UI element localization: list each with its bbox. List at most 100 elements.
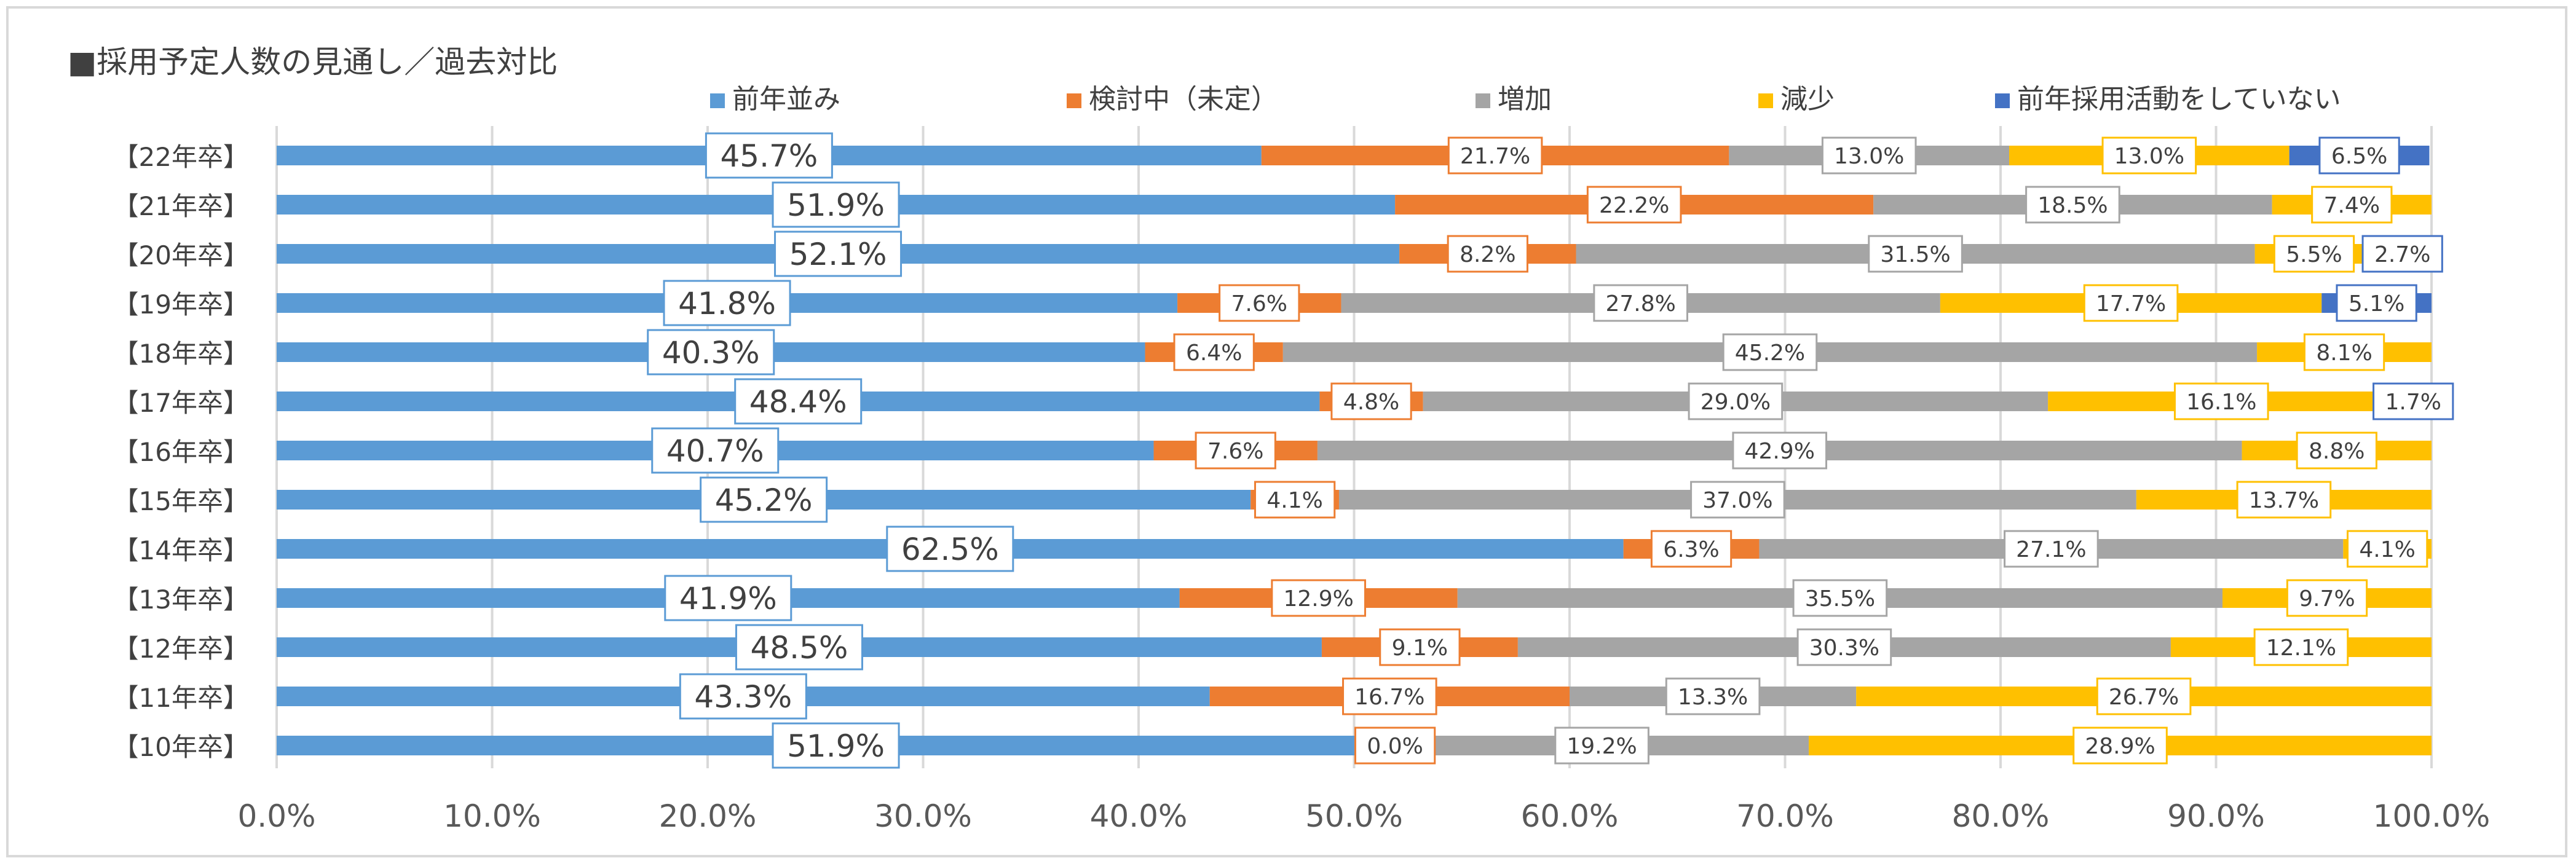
- category-label: 【18年卒】: [113, 339, 249, 369]
- data-label: 19.2%: [1554, 726, 1650, 765]
- data-label-text: 17.7%: [2096, 291, 2166, 317]
- data-label-text: 37.0%: [1702, 488, 1772, 513]
- data-label-text: 28.9%: [2085, 734, 2155, 759]
- data-label-text: 52.1%: [789, 237, 887, 272]
- data-label-text: 9.7%: [2299, 586, 2355, 612]
- data-label: 27.8%: [1593, 284, 1688, 322]
- data-label: 13.7%: [2236, 481, 2332, 519]
- data-label: 4.1%: [2347, 530, 2428, 568]
- data-label-box: [2318, 136, 2400, 175]
- data-label: 4.8%: [1330, 382, 1412, 420]
- category-label: 【12年卒】: [113, 634, 249, 664]
- data-label-box: [2173, 382, 2269, 420]
- data-label-box: [679, 673, 807, 720]
- data-label-box: [2311, 186, 2393, 224]
- x-tick-label: 60.0%: [1521, 798, 1619, 834]
- data-label: 12.9%: [1271, 579, 1366, 617]
- data-label-box: [2083, 284, 2179, 322]
- data-label-text: 16.7%: [1354, 685, 1424, 710]
- data-label-box: [774, 230, 903, 277]
- category-label: 【16年卒】: [113, 437, 249, 467]
- x-tick-label: 80.0%: [1952, 798, 2050, 834]
- data-label-box: [2236, 481, 2332, 519]
- data-label-box: [1219, 284, 1300, 322]
- data-label: 48.4%: [734, 378, 863, 425]
- data-label: 41.9%: [664, 575, 792, 621]
- data-label: 5.1%: [2336, 284, 2417, 322]
- x-tick-label: 90.0%: [2167, 798, 2265, 834]
- data-label: 26.7%: [2096, 677, 2192, 715]
- data-label-text: 41.9%: [679, 581, 777, 616]
- data-label: 16.7%: [1342, 677, 1437, 715]
- data-label-box: [1586, 186, 1682, 224]
- data-label-box: [1821, 136, 1917, 175]
- data-label-text: 27.1%: [2016, 537, 2086, 562]
- data-label-text: 26.7%: [2109, 685, 2179, 710]
- data-label-text: 12.1%: [2266, 636, 2336, 661]
- legend-item: 前年並み: [710, 84, 840, 115]
- data-label-text: 7.6%: [1231, 291, 1287, 317]
- data-label: 4.1%: [1254, 481, 1336, 519]
- data-label: 2.7%: [2361, 235, 2443, 273]
- data-label: 45.2%: [700, 476, 828, 523]
- legend-swatch: [1476, 93, 1490, 108]
- data-label: 8.8%: [2296, 431, 2377, 470]
- data-label-box: [663, 280, 791, 326]
- legend-swatch: [710, 93, 725, 108]
- data-label-box: [1354, 726, 1436, 765]
- data-label-text: 1.7%: [2385, 390, 2441, 415]
- legend: 前年並み 検討中（未定） 増加 減少 前年採用活動をしていない: [710, 84, 2341, 115]
- legend-label: 前年採用活動をしていない: [2017, 84, 2341, 115]
- data-label: 28.9%: [2072, 726, 2168, 765]
- data-label-text: 4.1%: [2359, 537, 2415, 562]
- x-tick-label: 50.0%: [1305, 798, 1403, 834]
- data-label-box: [772, 181, 900, 228]
- data-label: 8.2%: [1447, 235, 1528, 273]
- data-label: 42.9%: [1732, 431, 1828, 470]
- data-label: 7.6%: [1195, 431, 1276, 470]
- data-label: 40.7%: [651, 427, 780, 474]
- data-label: 31.5%: [1868, 235, 1963, 273]
- data-label: 1.7%: [2373, 382, 2454, 420]
- data-label: 29.0%: [1688, 382, 1784, 420]
- data-label-box: [1792, 579, 1888, 617]
- data-label-text: 30.3%: [1809, 636, 1879, 661]
- data-label-box: [647, 329, 775, 376]
- data-label-text: 5.5%: [2286, 242, 2342, 267]
- data-label-text: 6.4%: [1186, 340, 1242, 366]
- data-label-text: 45.7%: [720, 138, 818, 174]
- category-label: 【10年卒】: [113, 732, 249, 762]
- data-label: 45.7%: [705, 132, 833, 179]
- x-tick-label: 10.0%: [443, 798, 541, 834]
- data-label-text: 27.8%: [1605, 291, 1675, 317]
- data-label: 5.5%: [2273, 235, 2355, 273]
- data-label-text: 8.8%: [2309, 439, 2365, 464]
- data-label: 27.1%: [2004, 530, 2099, 568]
- category-label: 【11年卒】: [113, 683, 249, 713]
- x-tick-label: 40.0%: [1090, 798, 1188, 834]
- legend-item: 検討中（未定）: [1067, 84, 1278, 115]
- data-label-box: [1173, 333, 1255, 371]
- data-label-box: [700, 476, 828, 523]
- data-label-box: [2025, 186, 2120, 224]
- data-label-box: [2361, 235, 2443, 273]
- data-label-box: [2096, 677, 2192, 715]
- data-label: 52.1%: [774, 230, 903, 277]
- data-label-box: [1665, 677, 1761, 715]
- data-label: 6.5%: [2318, 136, 2400, 175]
- data-label-text: 9.1%: [1392, 636, 1448, 661]
- data-label-text: 13.3%: [1678, 685, 1748, 710]
- data-label-text: 21.7%: [1460, 144, 1530, 169]
- data-label-text: 51.9%: [787, 187, 885, 223]
- data-label-text: 51.9%: [787, 728, 885, 764]
- data-label: 62.5%: [886, 526, 1014, 572]
- data-label-text: 48.4%: [749, 384, 847, 420]
- legend-label: 前年並み: [732, 84, 840, 115]
- data-label: 17.7%: [2083, 284, 2179, 322]
- category-label: 【14年卒】: [113, 535, 249, 565]
- data-label-box: [772, 722, 900, 769]
- data-label-text: 35.5%: [1805, 586, 1875, 612]
- data-label-text: 45.2%: [1735, 340, 1805, 366]
- category-labels: 【22年卒】【21年卒】【20年卒】【19年卒】【18年卒】【17年卒】【16年…: [113, 142, 249, 762]
- data-label-text: 6.3%: [1663, 537, 1719, 562]
